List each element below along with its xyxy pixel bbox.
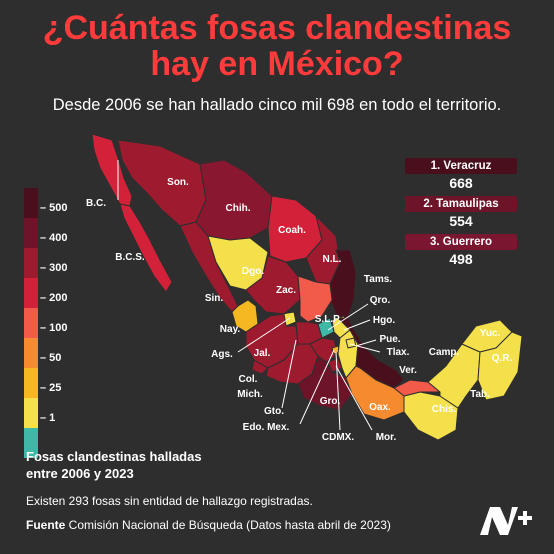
ranking-item-1: 1. Veracruz 668 <box>405 158 517 191</box>
legend-tick-label: – 200 <box>40 292 68 304</box>
legend-tick-label: – 1 <box>40 412 56 424</box>
state-label: B.C.S. <box>115 252 145 263</box>
state-label: N.L. <box>323 254 342 265</box>
state-label: Tlax. <box>387 347 410 358</box>
state-label: CDMX. <box>322 432 354 443</box>
state-slp <box>297 275 333 323</box>
state-label: Gto. <box>264 406 284 417</box>
legend-caption-line-1: Fosas clandestinas halladas <box>26 449 202 464</box>
state-label: Qro. <box>370 295 391 306</box>
state-label: Col. <box>239 374 258 385</box>
state-label: Nay. <box>220 324 241 335</box>
ranking-label: 3. Guerrero <box>405 234 517 250</box>
state-zac <box>245 255 301 315</box>
state-label: Coah. <box>278 225 306 236</box>
state-label: Camp. <box>429 347 460 358</box>
state-chih <box>195 159 273 241</box>
state-chis <box>403 391 459 441</box>
state-label: Son. <box>167 177 189 188</box>
source-text: Comisión Nacional de Búsqueda (Datos has… <box>65 518 391 532</box>
legend-swatch <box>24 398 38 428</box>
state-label: Chis. <box>432 404 457 415</box>
legend-tick-label: – 25 <box>40 382 62 394</box>
legend-swatch <box>24 248 38 278</box>
ranking-value: 554 <box>449 213 473 229</box>
source-line: Fuente Comisión Nacional de Búsqueda (Da… <box>26 518 391 532</box>
state-label: Q.R. <box>492 353 513 364</box>
state-label: Jal. <box>254 348 271 359</box>
state-camp <box>427 343 481 409</box>
ranking-item-3: 3. Guerrero 498 <box>405 234 517 267</box>
state-nay <box>231 299 259 333</box>
state-label: Oax. <box>369 402 391 413</box>
state-label: Zac. <box>276 285 296 296</box>
legend-caption: Fosas clandestinas halladas entre 2006 y… <box>26 448 266 482</box>
legend-tick-label: – 400 <box>40 232 68 244</box>
state-label: Mor. <box>376 432 397 443</box>
legend-tick-label: – 500 <box>40 202 68 214</box>
mexico-map: B.C. B.C.S. Son. Chih. Coah. N.L. Tams. … <box>86 133 523 443</box>
state-label: Gro. <box>320 396 341 407</box>
nplus-logo <box>480 507 532 535</box>
state-label: B.C. <box>86 198 106 209</box>
state-label: Yuc. <box>480 328 501 339</box>
ranking-label: 2. Tamaulipas <box>405 196 517 212</box>
state-tlax <box>345 337 357 349</box>
state-label: Sin. <box>205 293 224 304</box>
state-label: Tams. <box>364 274 392 285</box>
title-line-2: hay en México? <box>150 45 404 83</box>
title-line-1: ¿Cuántas fosas clandestinas <box>42 9 512 47</box>
state-col <box>251 359 269 375</box>
state-label: Tab. <box>470 389 490 400</box>
page-title: ¿Cuántas fosas clandestinas hay en Méxic… <box>0 10 554 82</box>
legend-tick-label: – 300 <box>40 262 68 274</box>
state-label: Pue. <box>379 334 400 345</box>
subtitle: Desde 2006 se han hallado cinco mil 698 … <box>52 96 502 114</box>
state-qroo <box>477 331 523 401</box>
state-label: Hgo. <box>373 315 395 326</box>
leader-lines <box>117 160 381 431</box>
legend-tick-label: – 100 <box>40 322 68 334</box>
ranking-label: 1. Veracruz <box>405 158 517 174</box>
ranking-value: 498 <box>449 251 473 267</box>
state-label: Dgo. <box>242 266 264 277</box>
legend-swatch <box>24 368 38 398</box>
legend-swatch <box>24 338 38 368</box>
legend-swatch <box>24 218 38 248</box>
footnote: Existen 293 fosas sin entidad de hallazg… <box>26 494 313 508</box>
legend-tick-label: – 50 <box>40 352 62 364</box>
state-bcs <box>119 203 173 293</box>
state-label: Chih. <box>226 203 251 214</box>
state-label: Edo. Mex. <box>243 422 290 433</box>
color-legend: – 500 – 400 – 300 – 200 – 100 – 50 – 25 – 1 <box>24 180 94 458</box>
state-label: Ags. <box>211 349 233 360</box>
state-label: Mich. <box>237 389 263 400</box>
legend-swatch <box>24 278 38 308</box>
source-label: Fuente <box>26 518 66 532</box>
legend-swatch <box>24 188 38 218</box>
state-ver <box>337 317 405 389</box>
state-label: Ver. <box>399 365 417 376</box>
ranking-item-2: 2. Tamaulipas 554 <box>405 196 517 229</box>
legend-caption-line-2: entre 2006 y 2023 <box>26 466 134 481</box>
state-label: S.L.P. <box>315 314 342 325</box>
legend-swatch <box>24 308 38 338</box>
legend-swatch <box>24 428 38 458</box>
ranking-value: 668 <box>449 175 473 191</box>
